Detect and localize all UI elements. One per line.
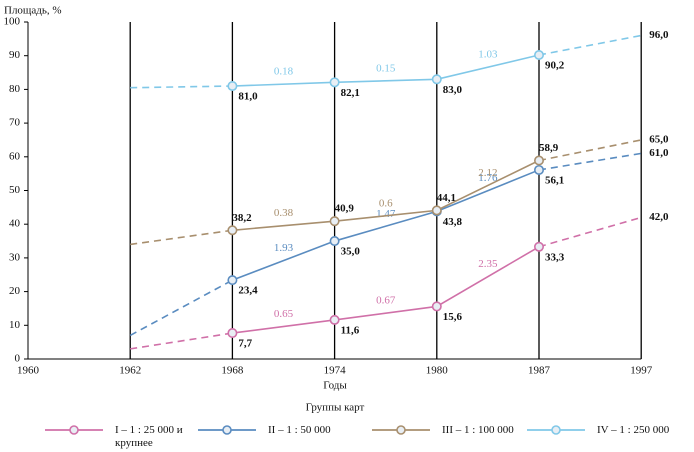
marker bbox=[431, 74, 442, 85]
y-tick-label: 100 bbox=[4, 16, 21, 28]
y-tick-label: 30 bbox=[9, 251, 21, 263]
y-tick-label: 80 bbox=[9, 83, 21, 95]
data-label: 7,7 bbox=[238, 338, 252, 350]
line bbox=[232, 169, 540, 281]
data-label: 58,9 bbox=[539, 142, 559, 154]
y-tick-label: 70 bbox=[9, 117, 21, 129]
marker bbox=[533, 164, 544, 175]
data-label: 96,0 bbox=[649, 29, 669, 41]
legend-label: III – 1 : 100 000 bbox=[442, 424, 514, 436]
dashed-line bbox=[130, 229, 233, 246]
marker bbox=[227, 81, 238, 92]
y-tick-label: 60 bbox=[9, 150, 21, 162]
growth-label: 0.38 bbox=[274, 207, 294, 219]
marker bbox=[329, 77, 340, 88]
growth-label: 0.67 bbox=[376, 295, 396, 307]
data-label: 11,6 bbox=[341, 324, 360, 336]
x-tick-label: 1962 bbox=[119, 365, 141, 377]
line bbox=[232, 54, 540, 87]
marker bbox=[431, 205, 442, 216]
x-tick-label: 1997 bbox=[630, 365, 653, 377]
growth-label: 0.65 bbox=[274, 308, 294, 320]
x-tick-label: 1980 bbox=[426, 365, 449, 377]
line bbox=[232, 246, 540, 334]
data-label: 15,6 bbox=[443, 311, 463, 323]
marker bbox=[533, 50, 544, 61]
x-tick-label: 1968 bbox=[221, 365, 244, 377]
x-axis-label: Годы bbox=[323, 380, 347, 392]
data-label: 44,1 bbox=[437, 192, 456, 204]
growth-label: 1.47 bbox=[376, 208, 396, 220]
growth-label: 0.15 bbox=[376, 62, 396, 74]
legend-item: IV – 1 : 250 000 bbox=[527, 423, 681, 437]
data-label: 42,0 bbox=[649, 211, 669, 223]
data-label: 65,0 bbox=[649, 133, 669, 145]
growth-label: 0.6 bbox=[379, 197, 393, 209]
data-label: 40,9 bbox=[335, 203, 355, 215]
data-label: 61,0 bbox=[649, 147, 669, 159]
marker bbox=[533, 241, 544, 252]
marker bbox=[329, 216, 340, 227]
growth-label: 0.18 bbox=[274, 66, 294, 78]
y-tick-label: 20 bbox=[9, 285, 21, 297]
data-label: 81,0 bbox=[238, 91, 258, 103]
data-label: 43,8 bbox=[443, 216, 463, 228]
dashed-line bbox=[130, 85, 233, 89]
marker bbox=[227, 328, 238, 339]
legend-swatch bbox=[198, 425, 256, 435]
marker bbox=[227, 225, 238, 236]
x-tick-label: 1960 bbox=[17, 365, 40, 377]
line bbox=[232, 159, 540, 232]
y-axis-label: Площадь, % bbox=[4, 5, 62, 17]
data-label: 23,4 bbox=[238, 285, 258, 297]
marker bbox=[329, 236, 340, 247]
data-label: 56,1 bbox=[545, 174, 564, 186]
legend-label: II – 1 : 50 000 bbox=[268, 424, 331, 436]
y-tick-label: 0 bbox=[15, 353, 21, 365]
legend-label: I – 1 : 25 000 и крупнее bbox=[115, 424, 183, 449]
growth-label: 1.76 bbox=[478, 172, 498, 184]
dashed-line bbox=[538, 152, 642, 171]
legend-item: I – 1 : 25 000 и крупнее bbox=[45, 423, 199, 450]
marker bbox=[431, 301, 442, 312]
marker bbox=[533, 155, 544, 166]
data-label: 38,2 bbox=[232, 212, 252, 224]
marker bbox=[227, 275, 238, 286]
legend-swatch bbox=[45, 425, 103, 435]
legend-item: III – 1 : 100 000 bbox=[372, 423, 526, 437]
data-label: 33,3 bbox=[545, 251, 565, 263]
growth-label: 1.03 bbox=[478, 49, 498, 61]
x-tick-label: 1987 bbox=[528, 365, 551, 377]
legend-title: Группы карт bbox=[306, 402, 365, 414]
x-tick-label: 1974 bbox=[324, 365, 347, 377]
dashed-line bbox=[538, 139, 642, 162]
y-tick-label: 90 bbox=[9, 49, 21, 61]
marker bbox=[329, 314, 340, 325]
dashed-line bbox=[130, 332, 233, 350]
legend-swatch bbox=[527, 425, 585, 435]
y-tick-label: 10 bbox=[9, 319, 21, 331]
data-label: 82,1 bbox=[341, 87, 360, 99]
dashed-line bbox=[538, 34, 642, 56]
legend-swatch bbox=[372, 425, 430, 435]
growth-label: 2.35 bbox=[478, 258, 498, 270]
dashed-line bbox=[129, 279, 233, 337]
growth-label: 1.93 bbox=[274, 242, 294, 254]
data-label: 90,2 bbox=[545, 60, 565, 72]
y-tick-label: 50 bbox=[9, 184, 21, 196]
y-tick-label: 40 bbox=[9, 218, 21, 230]
legend-label: IV – 1 : 250 000 bbox=[597, 424, 670, 436]
growth-label: 2.12 bbox=[478, 167, 497, 179]
data-label: 35,0 bbox=[341, 246, 361, 258]
data-label: 83,0 bbox=[443, 84, 463, 96]
legend-item: II – 1 : 50 000 bbox=[198, 423, 352, 437]
dashed-line bbox=[538, 216, 642, 248]
